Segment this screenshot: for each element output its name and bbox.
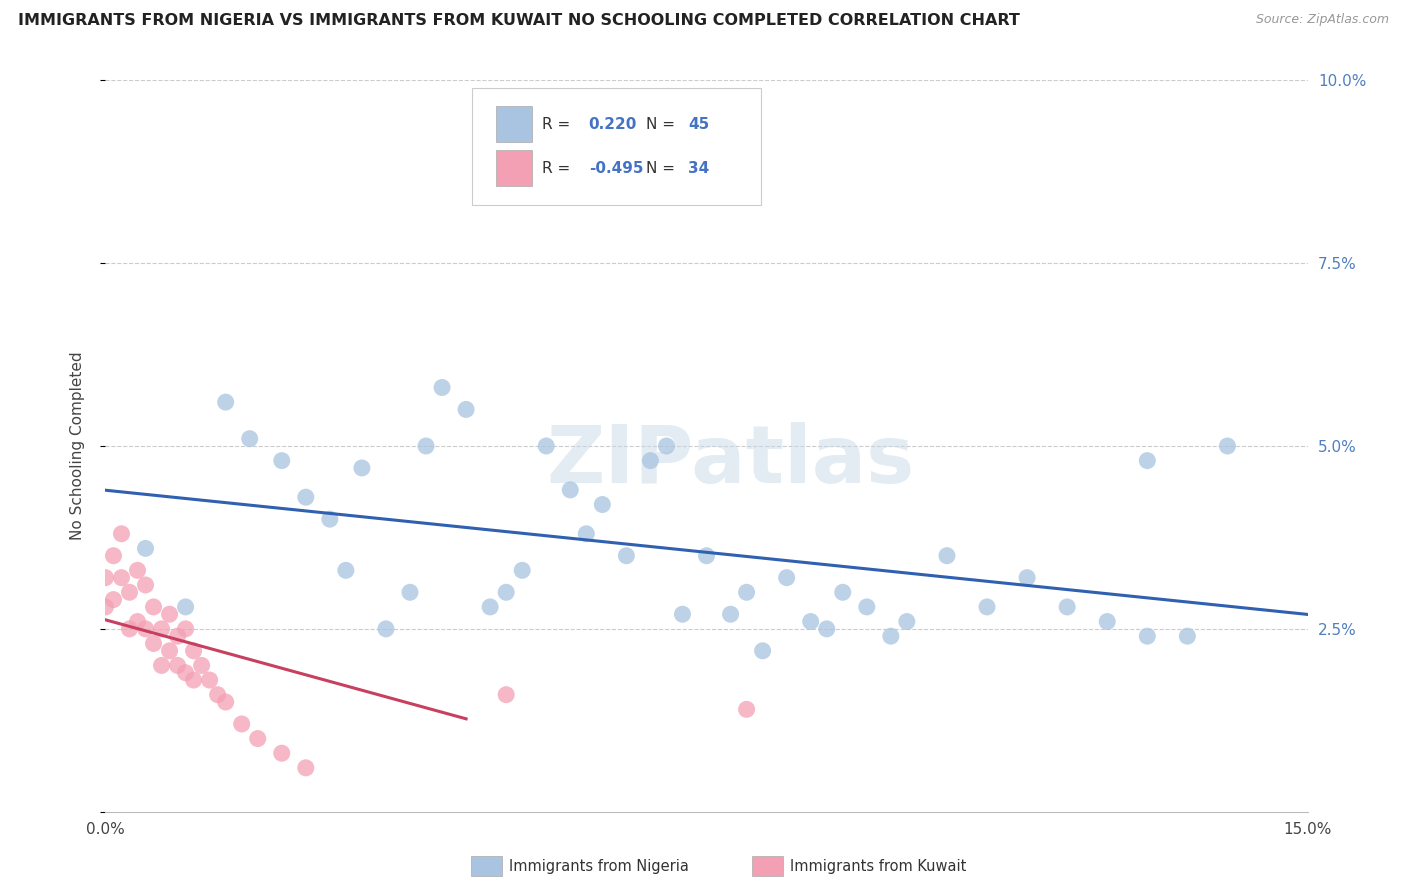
Point bbox=[616, 549, 638, 563]
Point bbox=[183, 644, 205, 658]
Point bbox=[655, 439, 678, 453]
Point bbox=[1136, 453, 1159, 467]
Point bbox=[246, 731, 269, 746]
Text: N =: N = bbox=[647, 117, 681, 132]
Text: N =: N = bbox=[647, 161, 681, 176]
FancyBboxPatch shape bbox=[472, 87, 761, 204]
Point bbox=[696, 549, 718, 563]
Point bbox=[270, 453, 292, 467]
Point bbox=[135, 578, 157, 592]
Text: -0.495: -0.495 bbox=[589, 161, 643, 176]
Point bbox=[534, 439, 557, 453]
Point bbox=[776, 571, 799, 585]
Point bbox=[270, 746, 292, 760]
Text: Immigrants from Kuwait: Immigrants from Kuwait bbox=[790, 859, 966, 873]
Point bbox=[214, 395, 236, 409]
Point bbox=[510, 563, 533, 577]
Point bbox=[640, 453, 662, 467]
Text: Source: ZipAtlas.com: Source: ZipAtlas.com bbox=[1256, 13, 1389, 27]
Point bbox=[214, 695, 236, 709]
Point bbox=[198, 673, 221, 687]
Point bbox=[110, 571, 132, 585]
Point bbox=[174, 599, 197, 614]
Point bbox=[936, 549, 959, 563]
Point bbox=[166, 629, 188, 643]
Text: ZIPatlas: ZIPatlas bbox=[547, 422, 915, 500]
Point bbox=[94, 599, 117, 614]
Point bbox=[166, 658, 188, 673]
FancyBboxPatch shape bbox=[496, 150, 533, 186]
Point bbox=[896, 615, 918, 629]
Point bbox=[720, 607, 742, 622]
FancyBboxPatch shape bbox=[496, 106, 533, 143]
Point bbox=[1056, 599, 1078, 614]
Point bbox=[159, 644, 181, 658]
Point bbox=[103, 592, 125, 607]
Point bbox=[880, 629, 903, 643]
Point bbox=[183, 673, 205, 687]
Point bbox=[239, 432, 262, 446]
Point bbox=[142, 599, 165, 614]
Point bbox=[1097, 615, 1119, 629]
Point bbox=[374, 622, 398, 636]
Text: R =: R = bbox=[541, 117, 575, 132]
Point bbox=[319, 512, 342, 526]
Point bbox=[190, 658, 212, 673]
Point bbox=[735, 585, 758, 599]
Point bbox=[1017, 571, 1039, 585]
Text: 0.220: 0.220 bbox=[589, 117, 637, 132]
Point bbox=[295, 761, 318, 775]
Point bbox=[118, 585, 141, 599]
Point bbox=[94, 571, 117, 585]
Point bbox=[135, 541, 157, 556]
Point bbox=[495, 585, 517, 599]
Point bbox=[295, 490, 318, 504]
Point bbox=[118, 622, 141, 636]
Point bbox=[135, 622, 157, 636]
Y-axis label: No Schooling Completed: No Schooling Completed bbox=[70, 351, 84, 541]
Point bbox=[399, 585, 422, 599]
Point bbox=[831, 585, 853, 599]
Point bbox=[855, 599, 877, 614]
Point bbox=[142, 636, 165, 650]
Point bbox=[159, 607, 181, 622]
Point bbox=[415, 439, 437, 453]
Point bbox=[671, 607, 693, 622]
Point bbox=[800, 615, 823, 629]
Point bbox=[575, 526, 598, 541]
Point bbox=[560, 483, 582, 497]
Text: 34: 34 bbox=[689, 161, 710, 176]
Point bbox=[430, 380, 453, 394]
Point bbox=[127, 563, 149, 577]
Point bbox=[174, 622, 197, 636]
Point bbox=[735, 702, 758, 716]
Point bbox=[976, 599, 998, 614]
Point bbox=[1216, 439, 1239, 453]
Point bbox=[127, 615, 149, 629]
Point bbox=[103, 549, 125, 563]
Text: IMMIGRANTS FROM NIGERIA VS IMMIGRANTS FROM KUWAIT NO SCHOOLING COMPLETED CORRELA: IMMIGRANTS FROM NIGERIA VS IMMIGRANTS FR… bbox=[18, 13, 1021, 29]
Point bbox=[174, 665, 197, 680]
Text: 45: 45 bbox=[689, 117, 710, 132]
Point bbox=[350, 461, 373, 475]
Text: Immigrants from Nigeria: Immigrants from Nigeria bbox=[509, 859, 689, 873]
Point bbox=[150, 658, 173, 673]
Point bbox=[479, 599, 502, 614]
Point bbox=[207, 688, 229, 702]
Point bbox=[231, 717, 253, 731]
Point bbox=[150, 622, 173, 636]
Text: R =: R = bbox=[541, 161, 575, 176]
Point bbox=[495, 688, 517, 702]
Point bbox=[1136, 629, 1159, 643]
Point bbox=[454, 402, 477, 417]
Point bbox=[591, 498, 613, 512]
Point bbox=[110, 526, 132, 541]
Point bbox=[815, 622, 838, 636]
Point bbox=[1177, 629, 1199, 643]
Point bbox=[335, 563, 357, 577]
Point bbox=[751, 644, 773, 658]
